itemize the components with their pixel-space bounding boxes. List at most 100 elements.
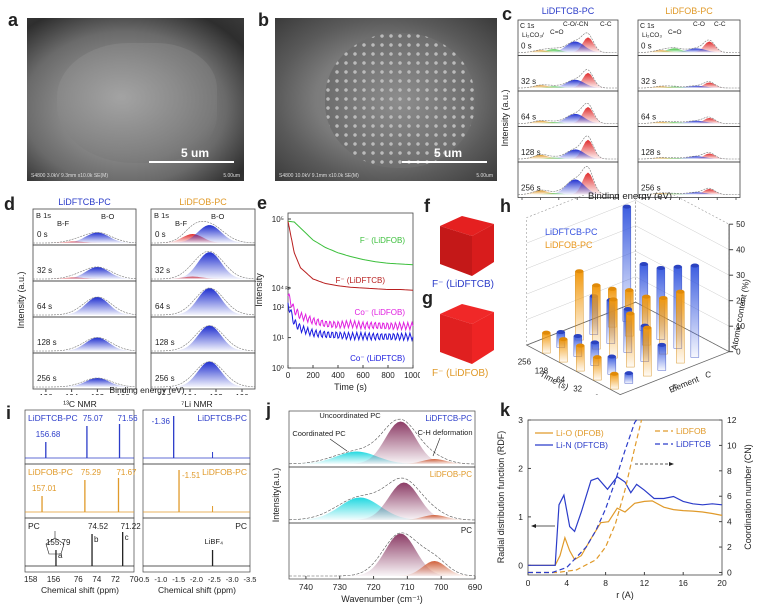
scale-bar-label: 5 um (433, 146, 462, 160)
c-c-peak (638, 41, 740, 53)
row-frame (150, 352, 256, 390)
c-o-peak (638, 156, 740, 159)
y-tick-label-right: 6 (727, 491, 732, 501)
bar-cap (608, 286, 617, 291)
envelope-fit (288, 418, 475, 465)
series-line-flidftcb (287, 221, 414, 291)
time-label: 256 s (641, 184, 661, 193)
x-tick-label: 192 (91, 393, 105, 395)
c-c-peak (518, 107, 618, 124)
x-tick-label: 190 (235, 393, 249, 395)
row-frame (517, 161, 619, 198)
chart-e-tof-sims: 10⁵ 10⁴ 10² 10¹ 10⁰ ≈ F⁻ (LiDFOB) F⁻ (LiDFTCB) C… (255, 212, 420, 392)
envelope-fit (33, 296, 137, 316)
uncoordinated-pc-band (289, 533, 475, 576)
z-tick-label: 30 (736, 271, 745, 280)
x-tick-label: 700 (434, 582, 448, 592)
x-tick-label: 0 (286, 371, 291, 380)
panel-label-b: b (258, 10, 269, 30)
3d-cube-g (430, 300, 500, 366)
panel-label-k: k (500, 400, 511, 420)
peak-value-label: 157.01 (32, 484, 57, 493)
grid-line (526, 199, 730, 250)
x-tick-label: 74 (92, 575, 101, 584)
b-o-peak (151, 325, 255, 351)
c-c-peak (638, 189, 740, 195)
time-label: 128 s (155, 338, 175, 347)
x-tick-label: 12 (640, 578, 650, 588)
row-name: LiDFOB-PC (28, 467, 73, 477)
bar-cap (573, 333, 582, 338)
li2co3-peak (638, 86, 740, 88)
series-line-colidfob (287, 293, 414, 332)
time-label: 256 s (37, 374, 57, 383)
time-label: 64 s (37, 302, 52, 311)
series-line-colidftcb (287, 302, 414, 343)
x-tick-label: 1000 (404, 371, 420, 380)
peak-label: C=O (668, 29, 682, 36)
envelope-fit (518, 69, 618, 89)
series-line-lidftcb (528, 419, 638, 574)
element-tick-label: C (705, 370, 711, 379)
bar-lidftcb-pc-B-32 (607, 356, 617, 375)
coordinated-pc-band (289, 451, 475, 464)
peak-value-label: 71.67 (116, 468, 137, 477)
peak-value-label: 75.07 (83, 414, 104, 423)
envelope-fit (638, 116, 740, 124)
chart-d-xps-b1s: Intensity (a.u.) LiDFTCB-PC 0 s 32 s 64 s 128… (16, 197, 256, 395)
x-tick-label: 740 (299, 582, 313, 592)
annotation-arrow (432, 437, 441, 457)
series-label: F⁻ (LiDFTCB) (335, 276, 385, 285)
c-c-peak (518, 72, 618, 88)
bar-lidfob-pc-B-128 (559, 338, 568, 363)
bar-cap (676, 289, 685, 294)
bar-cap (625, 288, 634, 293)
panel-label-i: i (6, 403, 12, 423)
scale-bar (402, 161, 487, 163)
bar-cap (690, 263, 699, 268)
x-tick-label: -1.5 (172, 575, 185, 584)
x-tick-label: 158 (24, 575, 38, 584)
bar-lidfob-pc-B-256 (542, 332, 551, 354)
cube-left-face (440, 314, 472, 364)
core-level-label: C 1s (520, 23, 535, 30)
back-wall (526, 195, 636, 346)
row-name: PC (28, 521, 40, 531)
c-c-peak (638, 82, 740, 88)
li2co3-peak (638, 157, 740, 159)
row-frame (288, 522, 476, 580)
uncoordinated-pc-band (289, 421, 475, 464)
y-tick-label-right: 0 (727, 567, 732, 577)
row-frame (24, 517, 135, 573)
y-tick-label: 10⁵ (272, 215, 284, 224)
y-tick-label: 10⁴ (272, 284, 285, 293)
bar-lidfob-pc-C-0 (676, 291, 685, 364)
time-label: 0 s (521, 42, 532, 51)
x-tick-label: 200 (306, 371, 320, 380)
row-frame (637, 161, 741, 198)
li2co3-peak (518, 50, 618, 53)
z-tick-label: 50 (736, 220, 745, 229)
bar-lidfob-pc-F-0 (643, 327, 652, 377)
peak-label: B-F (57, 219, 70, 228)
y-axis-label: Intensity (a.u.) (500, 89, 510, 146)
b-o-peak (33, 232, 136, 243)
x-tick-label: 600 (356, 371, 370, 380)
y-tick-label-right: 12 (727, 415, 737, 425)
li2co3-peak (638, 50, 740, 53)
bar-cap (609, 297, 618, 302)
x-tick-label: 192 (209, 393, 223, 395)
legend-label: LiDFTCB-PC (545, 227, 598, 237)
time-label: 64 s (521, 113, 536, 122)
peak-value-label: 75.29 (81, 468, 102, 477)
bar-cap (623, 306, 632, 311)
time-tick-label: 64 (556, 376, 565, 385)
x-tick-label: 20 (717, 578, 727, 588)
time-label: 128 s (37, 338, 57, 347)
c-o-peak (638, 85, 740, 88)
bar-cap (559, 337, 568, 342)
legend-label: LiDFOB-PC (545, 240, 593, 250)
annotation-uncoordinated: Uncoordinated PC (319, 411, 381, 420)
envelope-fit (638, 187, 740, 195)
